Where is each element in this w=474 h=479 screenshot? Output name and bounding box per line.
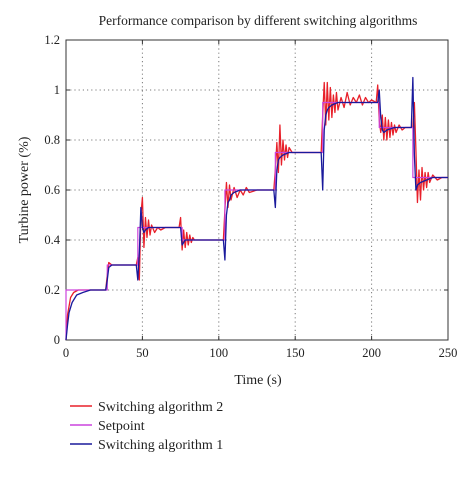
legend-label-setpoint: Setpoint [98, 419, 145, 434]
y-tick-label: 0.2 [44, 283, 60, 297]
x-tick-label: 200 [362, 346, 381, 360]
tick-labels: 0 50 100 150 200 250 0 0.2 0.4 0.6 0.8 1 1.2 [44, 33, 457, 360]
y-axis-label: Turbine power (%) [17, 136, 32, 243]
legend: Switching algorithm 2 Setpoint Switching a… [70, 400, 223, 453]
x-tick-label: 100 [209, 346, 228, 360]
x-tick-label: 50 [136, 346, 149, 360]
y-tick-label: 0 [54, 333, 60, 347]
y-tick-label: 0.8 [44, 133, 60, 147]
plot-frame [65, 39, 449, 341]
series-line-switching-algorithm-1 [65, 76, 448, 341]
series-line-switching-algorithm-2 [65, 81, 448, 341]
x-tick-label: 150 [286, 346, 305, 360]
legend-label-switching-algorithm-2: Switching algorithm 2 [98, 400, 223, 415]
y-tick-label: 1 [54, 83, 60, 97]
x-tick-label: 0 [63, 346, 69, 360]
series-line-setpoint [65, 101, 448, 340]
chart-title: Performance comparison by different swit… [99, 13, 418, 28]
y-tick-label: 1.2 [44, 33, 60, 47]
legend-label-switching-algorithm-1: Switching algorithm 1 [98, 438, 223, 453]
series-lines [65, 76, 448, 341]
x-tick-label: 250 [439, 346, 458, 360]
x-axis-label: Time (s) [234, 373, 282, 388]
y-tick-label: 0.4 [44, 233, 60, 247]
grid-lines [66, 40, 448, 340]
y-tick-label: 0.6 [44, 183, 60, 197]
